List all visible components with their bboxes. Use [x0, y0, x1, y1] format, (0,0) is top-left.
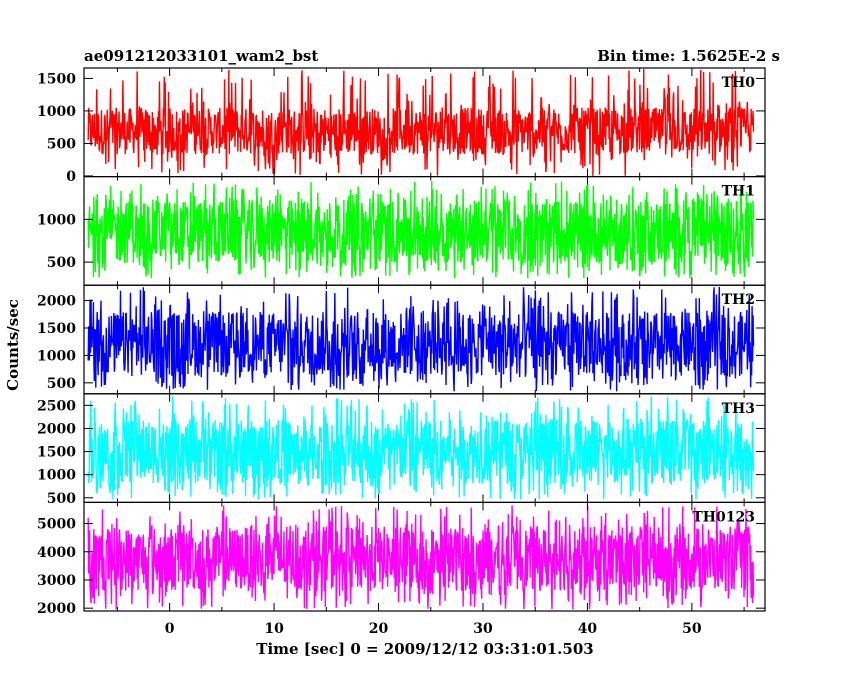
y-axis-label: Counts/sec: [4, 299, 22, 391]
series-line-th2: [87, 286, 755, 392]
x-tick-label: 10: [264, 621, 284, 637]
y-tick-label: 500: [47, 376, 76, 392]
x-tick-label: 20: [369, 621, 389, 637]
y-tick-label: 1000: [37, 104, 76, 120]
y-tick-label: 3000: [37, 573, 76, 589]
chart-title-right: Bin time: 1.5625E-2 s: [597, 47, 780, 65]
series-line-th3: [87, 396, 755, 500]
y-tick-label: 1500: [37, 445, 76, 461]
y-tick-label: 0: [66, 169, 76, 185]
y-tick-label: 1500: [37, 321, 76, 337]
y-tick-label: 2000: [37, 601, 76, 617]
x-tick-label: 0: [165, 621, 175, 637]
x-axis: 0 10 20 30 40 50: [165, 621, 702, 637]
panel-label-th0123: TH0123: [692, 509, 755, 525]
series-line-th1: [87, 181, 755, 279]
y-tick-label: 1000: [37, 212, 76, 228]
y-tick-label: 4000: [37, 545, 76, 561]
y-tick-label: 1000: [37, 348, 76, 364]
x-tick-label: 40: [578, 621, 598, 637]
y-tick-label: 1500: [37, 71, 76, 87]
panel-label-th1: TH1: [722, 184, 755, 200]
y-tick-label: 500: [47, 491, 76, 507]
y-tick-label: 2500: [37, 398, 76, 414]
y-tick-label: 1000: [37, 468, 76, 484]
y-tick-label: 2000: [37, 421, 76, 437]
x-tick-label: 30: [473, 621, 493, 637]
y-tick-label: 500: [47, 136, 76, 152]
y-tick-label: 2000: [37, 294, 76, 310]
y-tick-label: 500: [47, 255, 76, 271]
panel-label-th2: TH2: [722, 292, 755, 308]
panel-label-th3: TH3: [722, 401, 755, 417]
series-line-th0123: [87, 505, 755, 610]
y-tick-label: 5000: [37, 517, 76, 533]
panel-label-th0: TH0: [722, 75, 756, 91]
panel-frame-th0123: [83, 501, 766, 612]
x-axis-label: Time [sec] 0 = 2009/12/12 03:31:01.503: [256, 640, 593, 658]
series-line-th0: [87, 69, 755, 176]
chart-title-left: ae091212033101_wam2_bst: [84, 47, 318, 65]
panels: 0 500 1000 1500 TH0 500 1000 TH1 500 1000 1500 2000…: [37, 67, 766, 617]
x-tick-label: 50: [682, 621, 702, 637]
